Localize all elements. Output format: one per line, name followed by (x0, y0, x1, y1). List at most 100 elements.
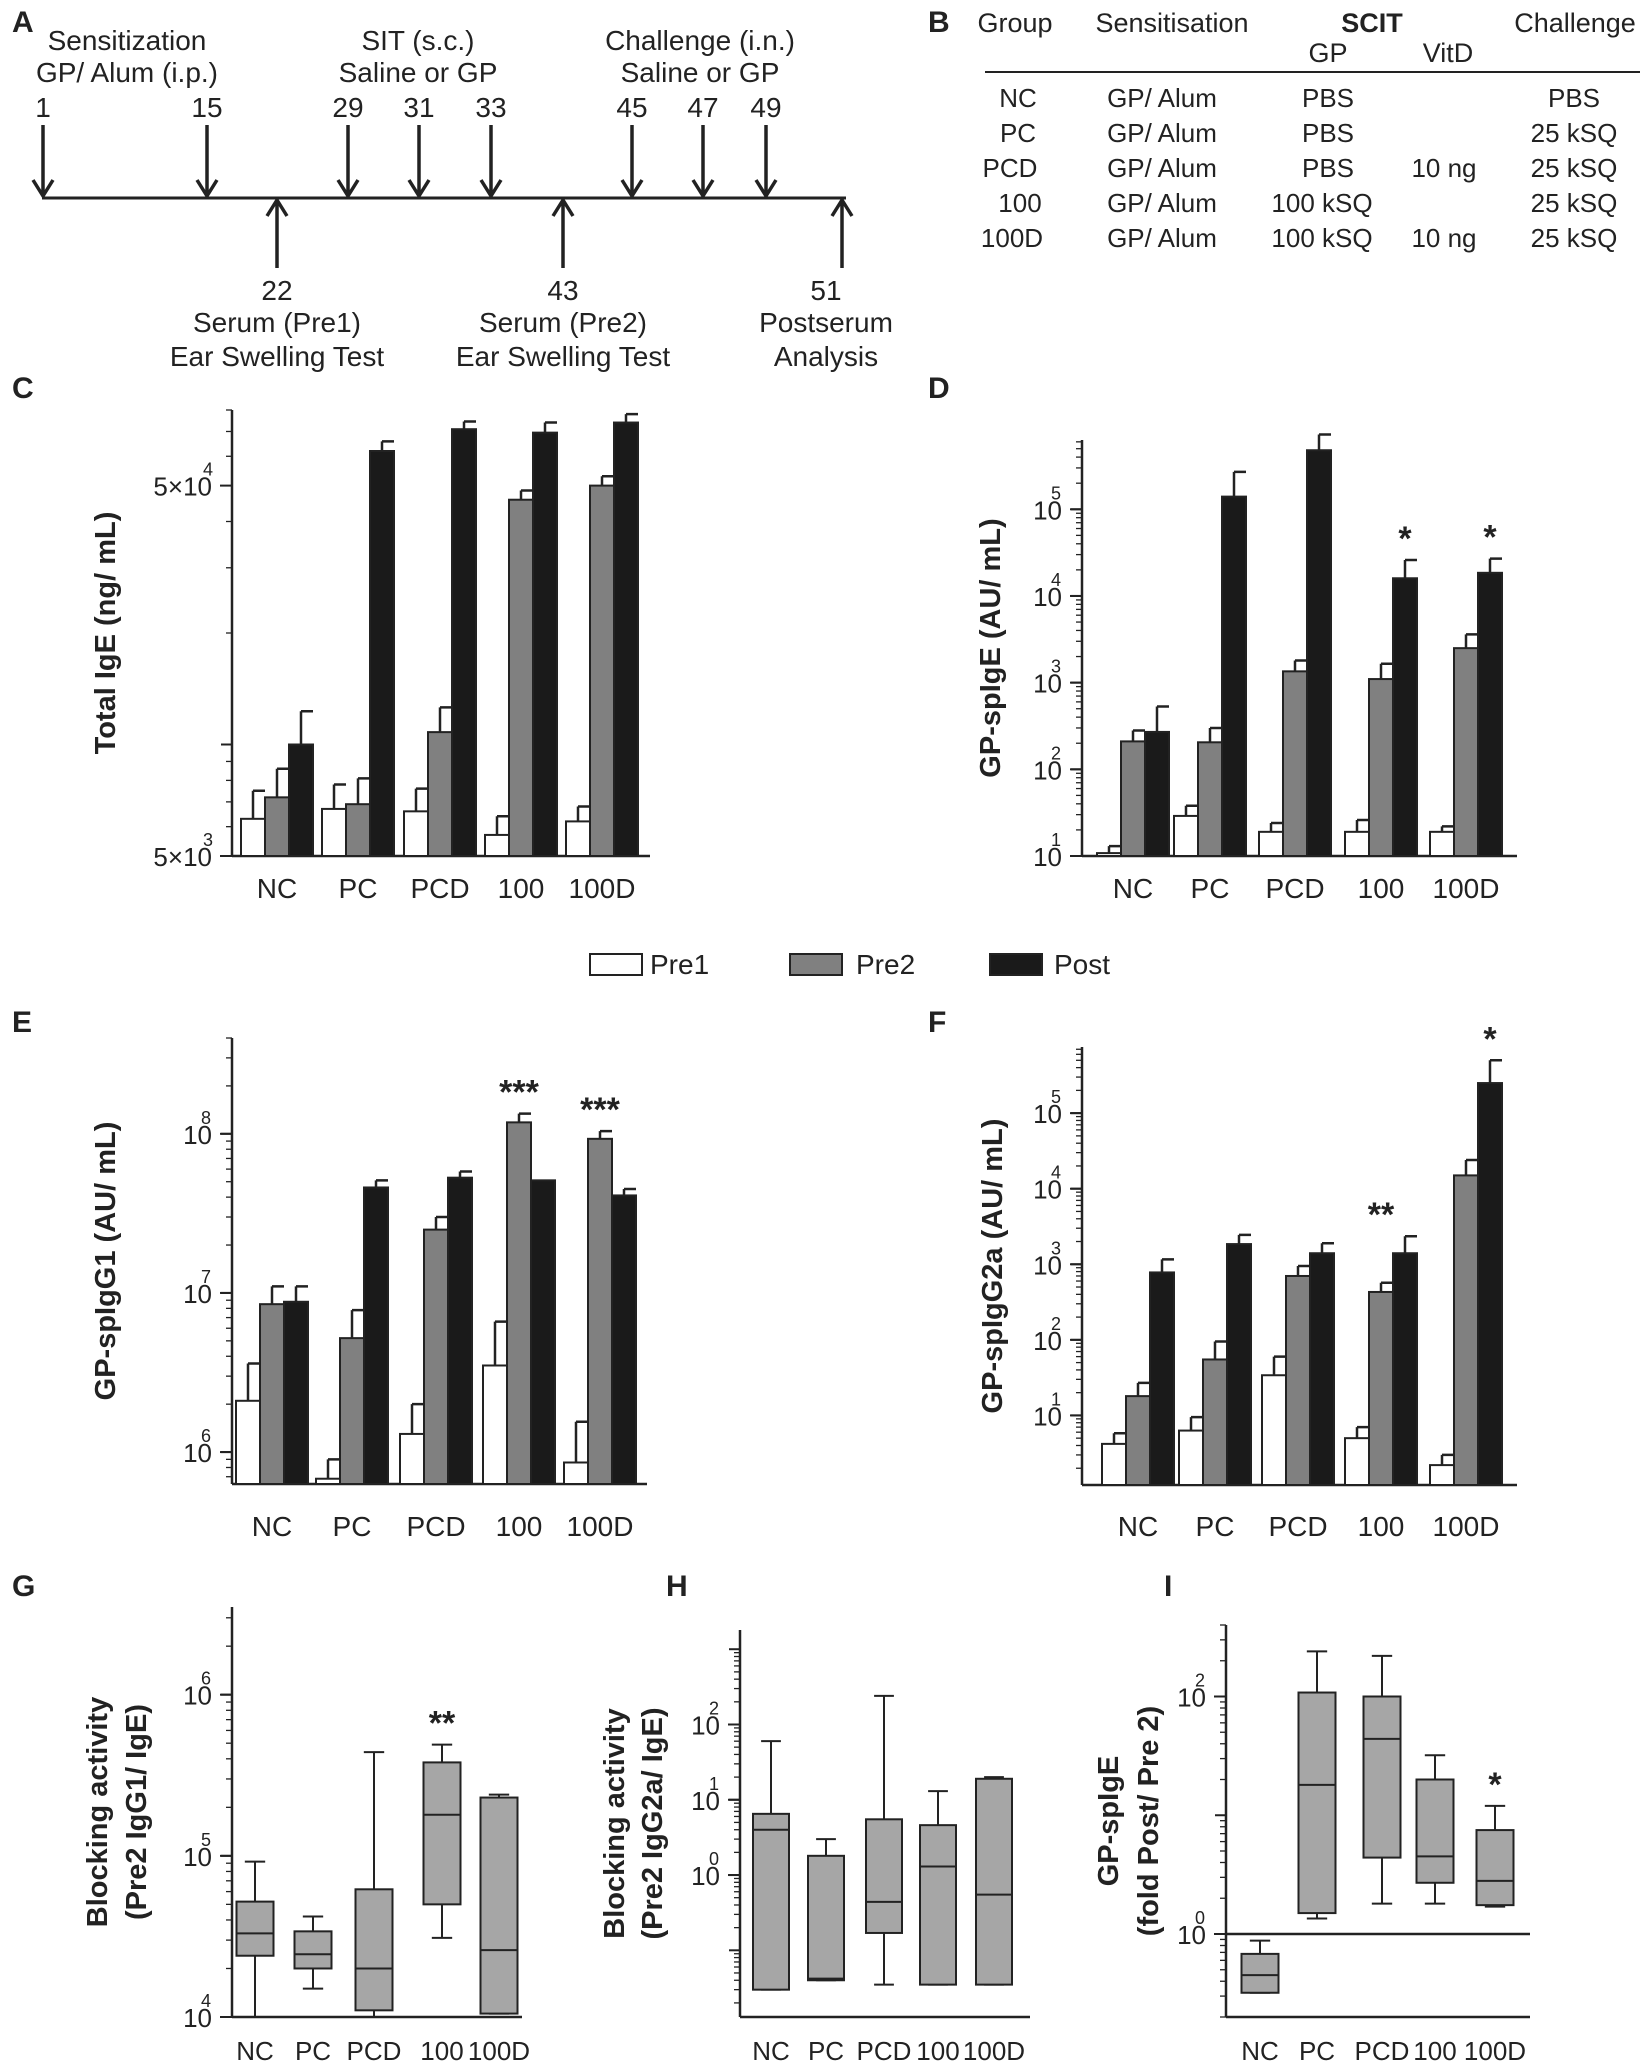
x-tick-label-nc: NC (252, 1511, 292, 1542)
y-tick-exponent-102: 2 (1051, 1314, 1061, 1334)
box-pcd (354, 1888, 394, 2012)
error-bar-pre2-pcd (434, 1215, 448, 1230)
error-bar-pre2-100 (1379, 662, 1393, 680)
x-tick-label-pc: PC (295, 2036, 331, 2063)
bar-pre2-100 (1368, 1290, 1394, 1487)
x-tick-label-100d: 100D (963, 2036, 1025, 2063)
bar-pre1-pc (1173, 814, 1199, 857)
y-tick-label-101: 10 (691, 1786, 720, 1816)
bar-pre2-pc (1202, 1358, 1228, 1487)
error-bar-pre1-pcd (414, 787, 428, 812)
x-tick-label-pc: PC (1299, 2036, 1335, 2063)
bar-pre1-pc (321, 807, 347, 857)
x-tick-label-100: 100 (498, 873, 545, 904)
significance-100d: *** (580, 1091, 620, 1129)
x-tick-label-nc: NC (257, 873, 297, 904)
panel-letter-e: E (12, 1006, 32, 1039)
bar-post-100 (1392, 1252, 1418, 1487)
box-pcd (1362, 1695, 1402, 1859)
error-bar-pre2-pc (350, 1308, 364, 1339)
pre1-serum-label: Serum (Pre1) (193, 307, 361, 338)
legend: Pre1 Pre2 Post (589, 949, 1110, 980)
error-bar-pre2-pc (1213, 1340, 1227, 1360)
significance-100d: * (1483, 519, 1497, 557)
day-47-label: 47 (687, 92, 718, 123)
y-tick-label-107: 10 (183, 1279, 212, 1309)
bar-pre2-pc (339, 1337, 365, 1485)
x-tick-label-100d: 100D (1433, 873, 1500, 904)
x-tick-label-pcd: PCD (1355, 2036, 1410, 2063)
bar-pre2-pcd (427, 731, 453, 857)
y-tick-exponent-104: 4 (201, 1991, 211, 2011)
error-bar-post-pcd (1320, 1241, 1334, 1254)
y-tick-exponent-105: 5 (1051, 483, 1061, 503)
bar-pre1-nc (1101, 1442, 1127, 1486)
error-bar-post-nc (299, 709, 313, 745)
error-bar-post-pcd (1317, 433, 1331, 451)
x-tick-label-pcd: PCD (406, 1511, 465, 1542)
bar-pre1-pcd (1258, 830, 1284, 857)
bar-pre1-nc (240, 817, 266, 857)
y-tick-exponent-106: 6 (201, 1669, 211, 1689)
pre1-ear-label: Ear Swelling Test (170, 341, 384, 372)
x-tick-label-100d: 100D (567, 1511, 634, 1542)
error-bar-pre1-nc (251, 789, 265, 819)
error-bar-post-nc (1155, 705, 1169, 732)
bar-pre1-100 (482, 1364, 508, 1485)
analysis-label: Analysis (774, 341, 878, 372)
x-tick-label-100: 100 (1413, 2036, 1456, 2063)
error-bar-post-pc (374, 1179, 388, 1188)
arrow-day-15 (195, 125, 219, 200)
table-cell: 10 ng (1411, 223, 1476, 253)
x-tick-label-pcd: PCD (410, 873, 469, 904)
box-pcd (865, 1818, 903, 1934)
bar-pre2-100 (508, 498, 534, 857)
legend-label-post: Post (1054, 949, 1110, 980)
error-bar-post-nc (294, 1285, 308, 1302)
y-tick-exponent-102: 2 (1051, 743, 1061, 763)
y-tick-label-100: 10 (1177, 1920, 1206, 1950)
x-tick-label-pc: PC (1191, 873, 1230, 904)
box-100 (919, 1824, 957, 1986)
y-axis-label: GP-spIgG1 (AU/ mL) (90, 1122, 122, 1401)
x-tick-label-100: 100 (1358, 1511, 1405, 1542)
table-cell: GP/ Alum (1107, 83, 1217, 113)
down-arrows (31, 125, 778, 200)
table-cell: 25 kSQ (1531, 118, 1618, 148)
y-axis-label: Total IgE (ng/ mL) (90, 512, 122, 755)
bar-pre2-100d (589, 484, 615, 857)
error-bar-pre2-100d (1464, 1158, 1478, 1176)
table-cell: GP/ Alum (1107, 223, 1217, 253)
error-bar-pre1-100d (576, 805, 590, 822)
error-bar-pre1-nc (1107, 844, 1121, 854)
day-22-label: 22 (261, 275, 292, 306)
error-bar-pre1-nc (246, 1362, 260, 1401)
panel-letter-c: C (12, 372, 34, 405)
x-tick-label-nc: NC (236, 2036, 274, 2063)
box-pc (1297, 1691, 1337, 1915)
table-cell: 10 ng (1411, 153, 1476, 183)
bar-pre2-pcd (423, 1228, 449, 1486)
y-tick-label-102: 10 (691, 1710, 720, 1740)
error-bar-pre1-100d (574, 1420, 588, 1463)
y-axis-label-2: (fold Post/ Pre 2) (1133, 1706, 1165, 1936)
bar-pre2-100d (1453, 647, 1479, 857)
y-tick-label-103: 10 (1033, 669, 1062, 699)
up-arrows (265, 196, 854, 268)
y-tick-exponent-5-104: 4 (203, 460, 213, 480)
significance-100: *** (499, 1074, 539, 1112)
group-table: Group Sensitisation SCIT GP VitD Challen… (977, 8, 1640, 253)
bar-pre2-pc (1197, 741, 1223, 858)
box-pc (293, 1930, 333, 1970)
y-tick-exponent-5-103: 3 (203, 830, 213, 850)
table-cell: GP/ Alum (1107, 188, 1217, 218)
x-tick-label-nc: NC (1118, 1511, 1158, 1542)
bar-pre1-100 (1344, 1437, 1370, 1486)
bar-post-nc (288, 743, 314, 857)
y-tick-label-105: 10 (1033, 495, 1062, 525)
bar-pre1-100 (1344, 830, 1370, 857)
bar-post-100 (530, 1179, 556, 1485)
error-bar-pre1-100d (1440, 825, 1454, 832)
